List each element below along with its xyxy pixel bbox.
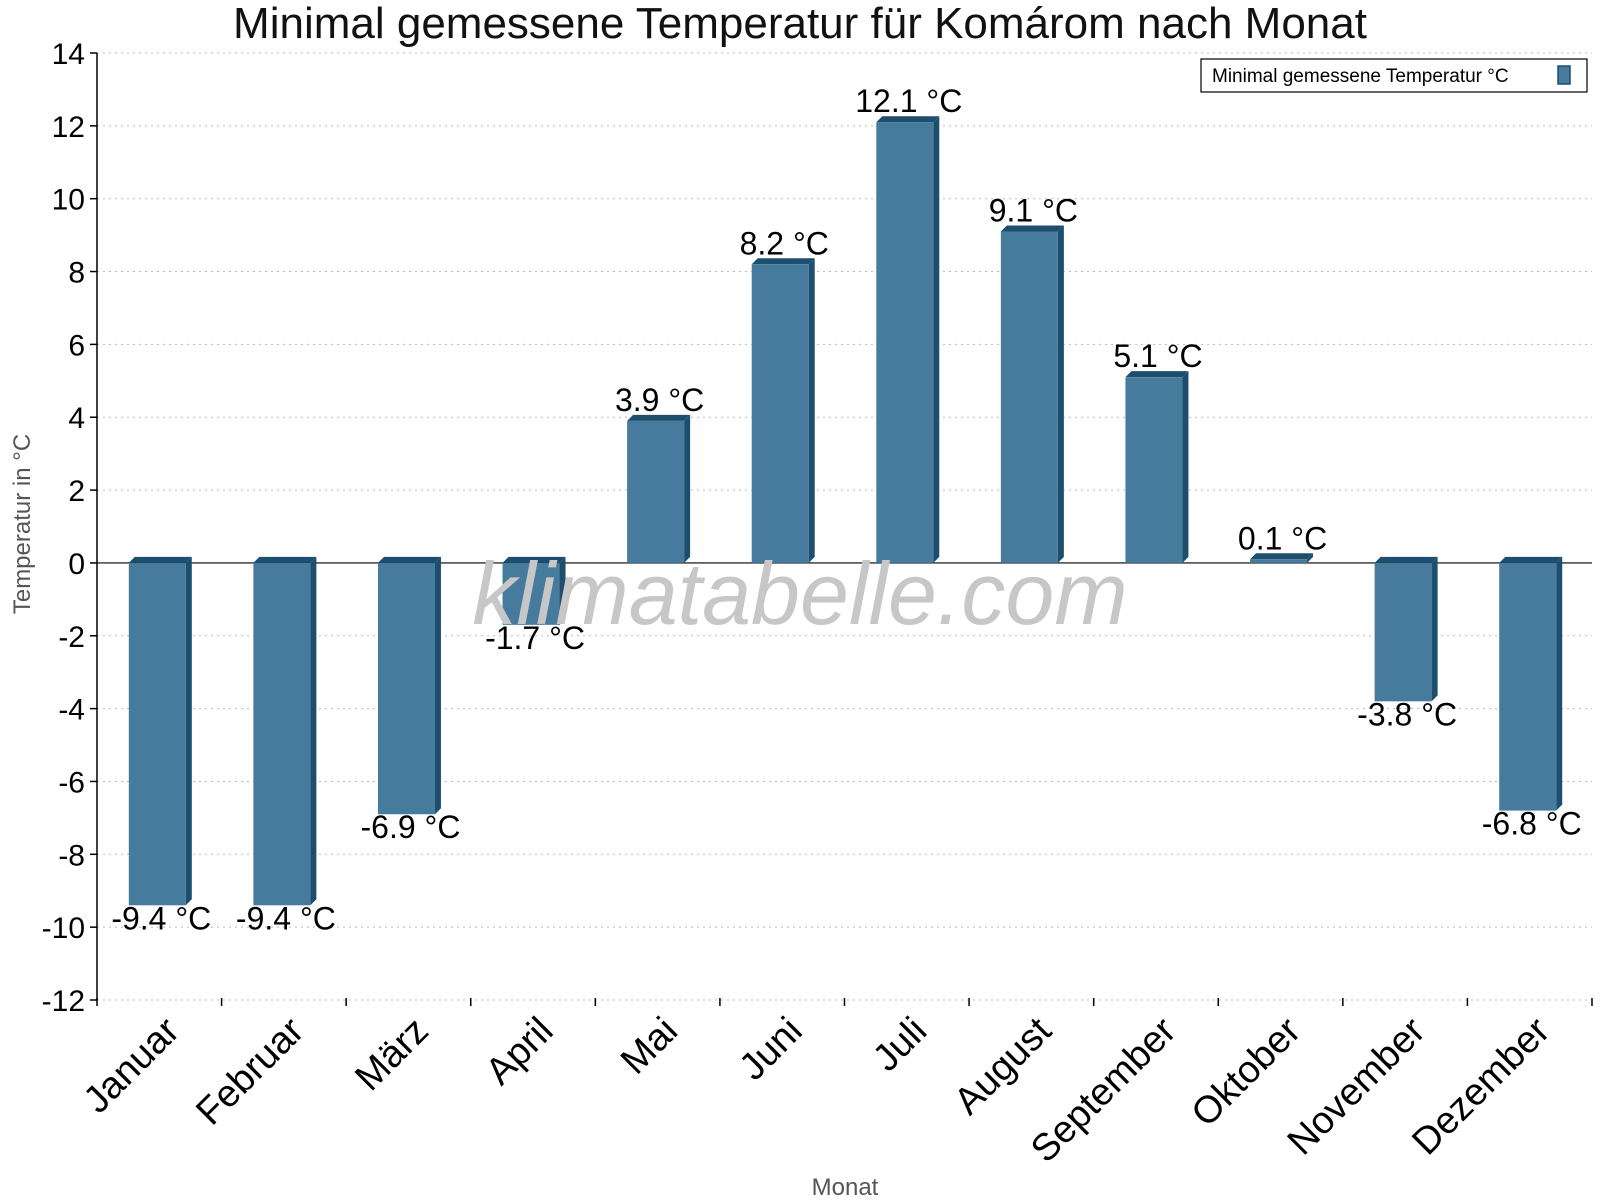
data-label: -9.4 °C (236, 900, 336, 936)
data-label: -9.4 °C (111, 900, 211, 936)
bar-front (502, 562, 560, 625)
data-label: -6.8 °C (1482, 806, 1582, 842)
legend-swatch (1557, 65, 1571, 85)
data-labels: -9.4 °C -9.4 °C -6.9 °C -1.7 °C 3.9 °C 8.2 °C… (111, 83, 1581, 936)
x-axis-title: Monat (812, 1174, 879, 1200)
y-tick-label: 12 (52, 111, 85, 144)
bar-side (1182, 371, 1189, 563)
bar-front (1000, 231, 1058, 563)
data-label: 8.2 °C (740, 225, 829, 261)
y-tick-label: 10 (52, 184, 85, 217)
bar (1374, 556, 1438, 702)
y-tick-label: -12 (42, 985, 85, 1018)
bar (1125, 371, 1189, 563)
y-tick-label: 8 (68, 257, 85, 290)
legend: Minimal gemessene Temperatur °C (1200, 58, 1588, 93)
data-label: -1.7 °C (485, 620, 585, 656)
bar-front (751, 264, 809, 563)
bar-side (434, 556, 441, 815)
x-tick-label: Januar (76, 1009, 188, 1121)
bar-top (751, 258, 815, 265)
y-tick-label: -6 (58, 766, 85, 799)
y-tick-label: -10 (42, 912, 85, 945)
bar-side (559, 556, 566, 625)
bar-side (310, 556, 317, 906)
bar (502, 556, 566, 625)
watermark: klimatabelle.com (472, 544, 1127, 643)
x-tick-label: Juni (732, 1010, 811, 1089)
bar (1250, 553, 1314, 563)
y-axis-title: Temperatur in °C (9, 434, 36, 614)
y-tick-label: -8 (58, 839, 85, 872)
bar-front (1499, 562, 1557, 811)
chart-title: Minimal gemessene Temperatur für Komárom… (233, 0, 1367, 48)
bar-top (1250, 553, 1314, 560)
bar-top (502, 556, 566, 563)
bar-side (185, 556, 192, 906)
y-ticks: -12 -10 -8 -6 -4 -2 0 2 4 6 8 10 12 14 (42, 38, 97, 1018)
bar-side (1431, 556, 1438, 702)
bar (627, 414, 691, 563)
bar-front (1125, 377, 1183, 563)
data-label: 5.1 °C (1113, 338, 1202, 374)
y-tick-label: 14 (52, 38, 85, 71)
data-label: 9.1 °C (989, 192, 1078, 228)
bar (876, 116, 940, 563)
data-label: 0.1 °C (1238, 520, 1327, 556)
y-tick-label: -4 (58, 694, 85, 727)
x-tick-label: Mai (613, 1010, 686, 1083)
bar (128, 556, 192, 906)
bar-top (1374, 556, 1438, 563)
y-tick-label: 0 (68, 548, 85, 581)
x-ticks: Januar Februar März April Mai Juni Juli AugustS… (76, 998, 1593, 1171)
bar (751, 258, 815, 563)
bar-front (253, 562, 311, 906)
bar-side (1556, 556, 1563, 811)
data-label: 12.1 °C (855, 83, 962, 119)
x-tick-label: August (946, 1009, 1060, 1123)
bar-top (377, 556, 441, 563)
bar-top (1499, 556, 1563, 563)
bar (1499, 556, 1563, 811)
bar-top (253, 556, 317, 563)
y-tick-label: 6 (68, 329, 85, 362)
data-label: -6.9 °C (360, 809, 460, 845)
bars (128, 116, 1563, 906)
bar-front (627, 420, 685, 563)
bar-top (128, 556, 192, 563)
x-tick-label: Juli (865, 1010, 935, 1080)
data-label: 3.9 °C (615, 382, 704, 418)
bar-top (1125, 371, 1189, 378)
bar-side (1057, 225, 1064, 563)
x-tick-label: März (347, 1010, 436, 1099)
bar-front (377, 562, 435, 815)
grid (97, 52, 1592, 1001)
bar (253, 556, 317, 906)
x-tick-label: April (478, 1010, 561, 1093)
bar-front (128, 562, 186, 906)
y-tick-label: -2 (58, 621, 85, 654)
bar-front (1250, 559, 1308, 563)
x-tick-label: Februar (188, 1009, 312, 1133)
legend-box (1200, 58, 1588, 93)
bar-top (1000, 225, 1064, 232)
legend-label: Minimal gemessene Temperatur °C (1212, 66, 1509, 87)
y-tick-label: 4 (68, 402, 85, 435)
y-tick-label: 2 (68, 475, 85, 508)
bar-side (933, 116, 940, 563)
bar-side (1307, 553, 1314, 563)
bar-top (627, 414, 691, 421)
bar-top (876, 116, 940, 123)
data-label: -3.8 °C (1357, 696, 1457, 732)
bar (377, 556, 441, 815)
bar-side (808, 258, 815, 563)
x-tick-label: Oktober (1184, 1009, 1310, 1135)
bar (1000, 225, 1064, 563)
bar-front (1374, 562, 1432, 702)
x-tick-label: Dezember (1404, 1009, 1558, 1163)
bar-side (684, 414, 691, 563)
bar-front (876, 122, 934, 563)
